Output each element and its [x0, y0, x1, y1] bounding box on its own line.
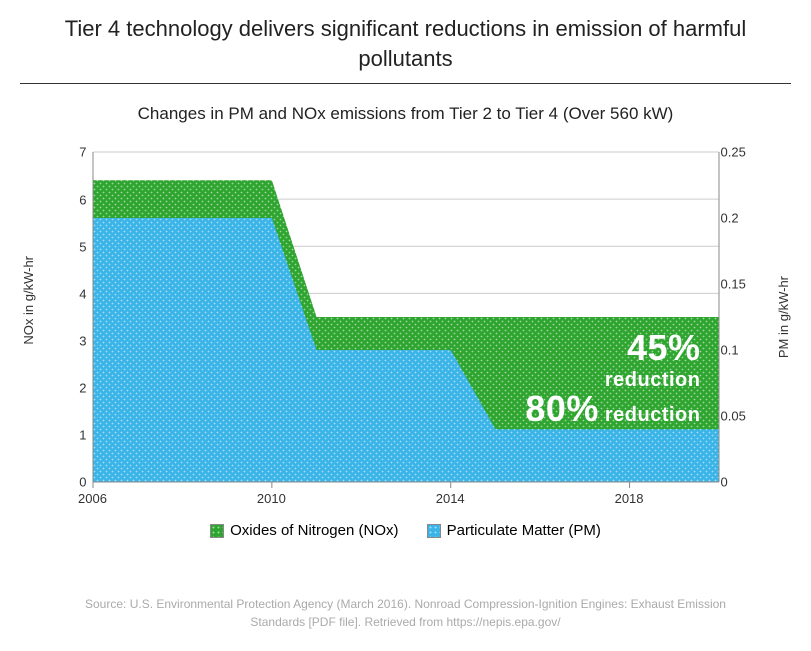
- page-title: Tier 4 technology delivers significant r…: [20, 10, 791, 83]
- y-right-axis-label: PM in g/kW-hr: [776, 276, 791, 358]
- legend-item-pm: Particulate Matter (PM): [427, 522, 601, 539]
- y-left-axis-label: NOx in g/kW-hr: [21, 256, 36, 345]
- legend: Oxides of Nitrogen (NOx) Particulate Mat…: [21, 522, 791, 542]
- legend-label: Oxides of Nitrogen (NOx): [230, 522, 398, 539]
- chart-subtitle: Changes in PM and NOx emissions from Tie…: [20, 104, 791, 124]
- source-attribution: Source: U.S. Environmental Protection Ag…: [20, 596, 791, 631]
- legend-swatch-icon: [210, 524, 224, 538]
- plot-area: [93, 152, 719, 482]
- legend-swatch-icon: [427, 524, 441, 538]
- divider: [20, 83, 791, 84]
- emissions-area-chart: NOx in g/kW-hr PM in g/kW-hr 01234567 00…: [21, 146, 791, 546]
- legend-label: Particulate Matter (PM): [447, 522, 601, 539]
- chart-annotation: 80%reduction: [525, 388, 700, 430]
- legend-item-nox: Oxides of Nitrogen (NOx): [210, 522, 398, 539]
- chart-annotation: 45%reduction: [605, 327, 701, 392]
